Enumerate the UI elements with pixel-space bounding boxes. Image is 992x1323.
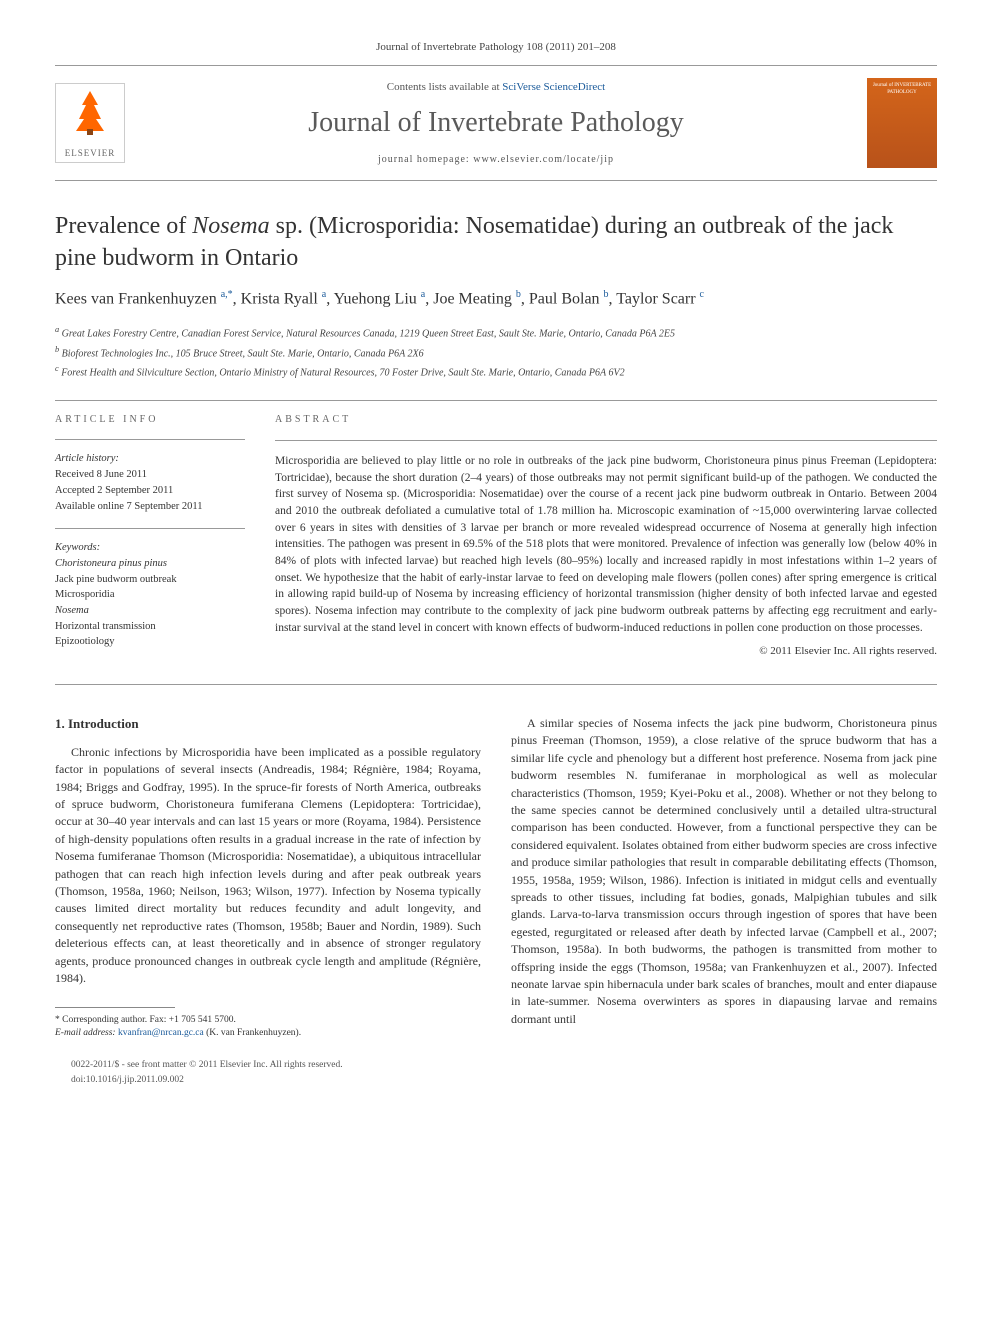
header-center: Contents lists available at SciVerse Sci…: [125, 80, 867, 167]
introduction-heading: 1. Introduction: [55, 715, 481, 734]
journal-homepage-line: journal homepage: www.elsevier.com/locat…: [125, 153, 867, 167]
journal-name: Journal of Invertebrate Pathology: [125, 103, 867, 142]
contents-prefix: Contents lists available at: [387, 81, 502, 93]
abstract-divider: [275, 440, 937, 441]
intro-paragraph-1: Chronic infections by Microsporidia have…: [55, 744, 481, 987]
page-container: Journal of Invertebrate Pathology 108 (2…: [0, 0, 992, 1129]
sciencedirect-link[interactable]: SciVerse ScienceDirect: [502, 81, 605, 93]
divider-bottom: [55, 684, 937, 685]
copyright-line: © 2011 Elsevier Inc. All rights reserved…: [275, 644, 937, 660]
email-line: E-mail address: kvanfran@nrcan.gc.ca (K.…: [55, 1027, 481, 1039]
doi-line: doi:10.1016/j.jip.2011.09.002: [55, 1074, 481, 1088]
abstract-label: ABSTRACT: [275, 413, 937, 428]
article-info-column: ARTICLE INFO Article history: Received 8…: [55, 413, 245, 664]
keywords-label: Keywords:: [55, 541, 245, 556]
keyword-line: Choristoneura pinus pinus: [55, 557, 245, 572]
info-divider-1: [55, 439, 245, 440]
cover-label: Journal of INVERTEBRATE PATHOLOGY: [871, 82, 933, 96]
info-abstract-row: ARTICLE INFO Article history: Received 8…: [55, 413, 937, 664]
body-columns: 1. Introduction Chronic infections by Mi…: [55, 715, 937, 1089]
column-left: 1. Introduction Chronic infections by Mi…: [55, 715, 481, 1089]
title-part-1: Prevalence of: [55, 213, 192, 239]
title-italic-1: Nosema: [192, 213, 269, 239]
keyword-line: Horizontal transmission: [55, 620, 245, 635]
keyword-line: Microsporidia: [55, 588, 245, 603]
contents-available-line: Contents lists available at SciVerse Sci…: [125, 80, 867, 95]
history-line: Accepted 2 September 2011: [55, 484, 245, 499]
column-right: A similar species of Nosema infects the …: [511, 715, 937, 1089]
email-suffix: (K. van Frankenhuyzen).: [204, 1028, 301, 1038]
email-label: E-mail address:: [55, 1028, 118, 1038]
elsevier-label: ELSEVIER: [65, 147, 116, 160]
affiliations: a Great Lakes Forestry Centre, Canadian …: [55, 324, 937, 380]
elsevier-tree-icon: [70, 87, 110, 147]
bottom-matter: 0022-2011/$ - see front matter © 2011 El…: [55, 1059, 481, 1088]
abstract-text: Microsporidia are believed to play littl…: [275, 453, 937, 636]
history-line: Received 8 June 2011: [55, 468, 245, 483]
affiliation-line: a Great Lakes Forestry Centre, Canadian …: [55, 324, 937, 341]
intro-paragraph-2: A similar species of Nosema infects the …: [511, 715, 937, 1028]
article-title: Prevalence of Nosema sp. (Microsporidia:…: [55, 211, 937, 273]
homepage-url[interactable]: www.elsevier.com/locate/jip: [473, 154, 614, 165]
affiliation-line: b Bioforest Technologies Inc., 105 Bruce…: [55, 344, 937, 361]
affiliation-line: c Forest Health and Silviculture Section…: [55, 363, 937, 380]
elsevier-logo: ELSEVIER: [55, 83, 125, 163]
abstract-column: ABSTRACT Microsporidia are believed to p…: [275, 413, 937, 664]
journal-reference: Journal of Invertebrate Pathology 108 (2…: [55, 40, 937, 55]
history-label: Article history:: [55, 452, 245, 467]
journal-header: ELSEVIER Contents lists available at Sci…: [55, 65, 937, 181]
homepage-prefix: journal homepage:: [378, 154, 473, 165]
email-address[interactable]: kvanfran@nrcan.gc.ca: [118, 1028, 204, 1038]
info-divider-2: [55, 528, 245, 529]
front-matter-line: 0022-2011/$ - see front matter © 2011 El…: [55, 1059, 481, 1073]
authors-line: Kees van Frankenhuyzen a,*, Krista Ryall…: [55, 288, 937, 311]
article-history-block: Article history: Received 8 June 2011Acc…: [55, 452, 245, 514]
corresponding-line: * Corresponding author. Fax: +1 705 541 …: [55, 1014, 481, 1026]
keyword-line: Nosema: [55, 604, 245, 619]
keyword-line: Epizootiology: [55, 635, 245, 650]
corresponding-author-footnote: * Corresponding author. Fax: +1 705 541 …: [55, 1014, 481, 1039]
journal-cover-thumbnail: Journal of INVERTEBRATE PATHOLOGY: [867, 78, 937, 168]
footnote-separator: [55, 1007, 175, 1008]
article-info-label: ARTICLE INFO: [55, 413, 245, 427]
divider-top: [55, 400, 937, 401]
keyword-line: Jack pine budworm outbreak: [55, 573, 245, 588]
keywords-block: Keywords: Choristoneura pinus pinusJack …: [55, 541, 245, 650]
history-line: Available online 7 September 2011: [55, 500, 245, 515]
